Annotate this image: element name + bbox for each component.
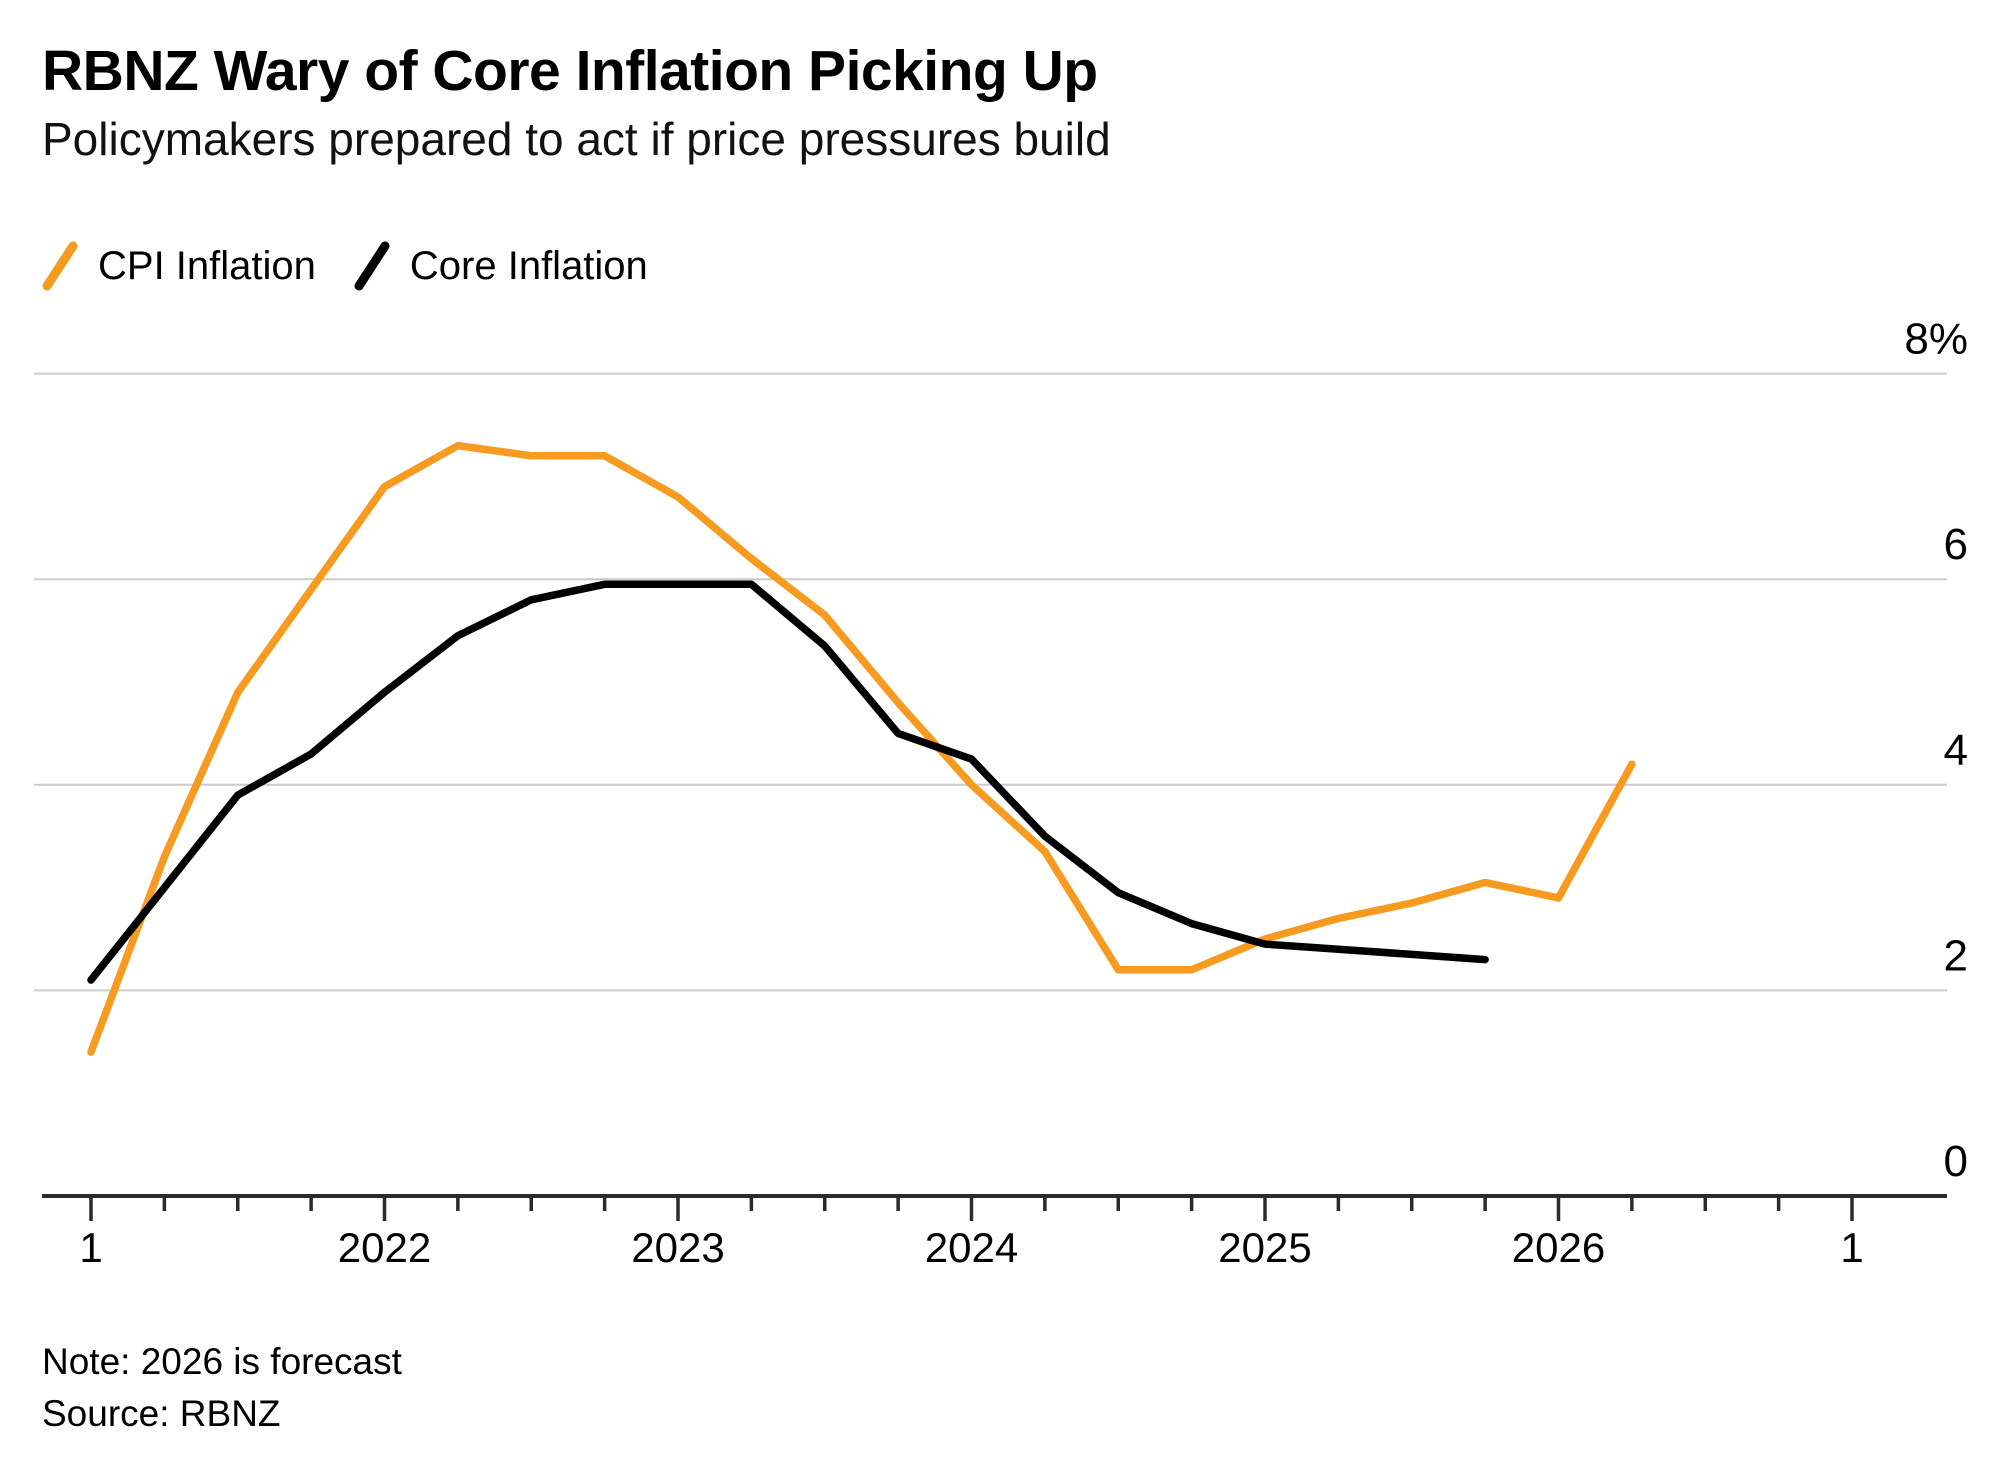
legend-label-core: Core Inflation xyxy=(409,243,648,288)
y-tick-label-0: 0 xyxy=(1944,1137,1968,1186)
x-tick-label-2022: 2022 xyxy=(338,1224,431,1271)
x-tick-label-2023: 2023 xyxy=(631,1224,724,1271)
x-tick-label-1: 1 xyxy=(79,1224,102,1271)
legend: CPI Inflation Core Inflation xyxy=(42,240,648,292)
core-slash-icon xyxy=(354,241,390,291)
y-tick-label-2: 2 xyxy=(1944,931,1968,980)
note-line: Note: 2026 is forecast xyxy=(42,1341,402,1382)
legend-label-cpi: CPI Inflation xyxy=(98,243,316,288)
source-line: Source: RBNZ xyxy=(42,1393,281,1434)
footnote-block: Note: 2026 is forecast Source: RBNZ xyxy=(42,1336,402,1440)
x-tick-label-2026: 2026 xyxy=(1512,1224,1605,1271)
x-tick-label-2025: 2025 xyxy=(1218,1224,1311,1271)
chart-subtitle: Policymakers prepared to act if price pr… xyxy=(42,113,1111,165)
legend-item-cpi: CPI Inflation xyxy=(42,240,316,292)
y-tick-label-6: 6 xyxy=(1944,520,1968,569)
cpi-inflation-line xyxy=(87,441,1636,1056)
y-tick-label-4: 4 xyxy=(1944,726,1968,775)
y-tick-label-8%: 8% xyxy=(1904,315,1968,364)
legend-item-core: Core Inflation xyxy=(354,240,648,292)
x-tick-label-1: 1 xyxy=(1840,1224,1863,1271)
cpi-slash-icon xyxy=(42,241,78,291)
chart-title: RBNZ Wary of Core Inflation Picking Up xyxy=(42,39,1098,103)
x-tick-label-2024: 2024 xyxy=(925,1224,1018,1271)
core-inflation-line xyxy=(87,580,1489,984)
